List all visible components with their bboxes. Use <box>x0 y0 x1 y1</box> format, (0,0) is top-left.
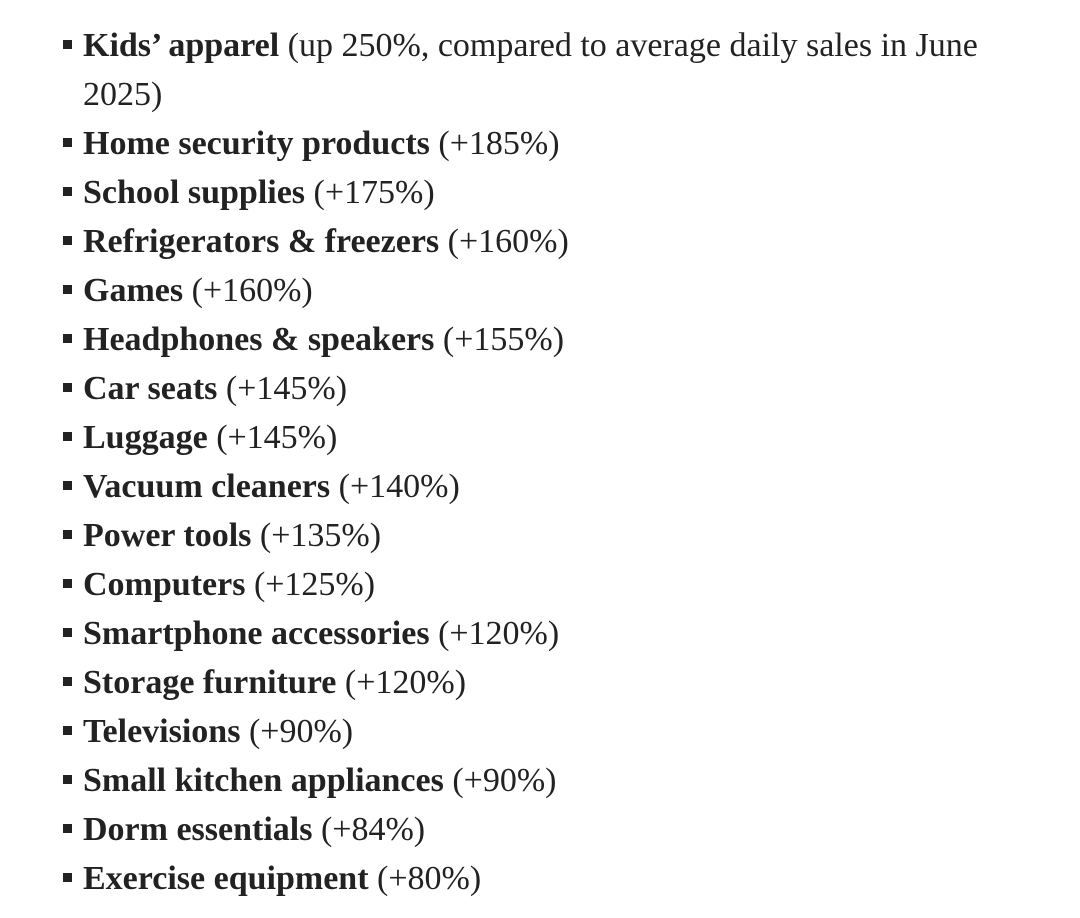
list-item: Storage furniture (+120%) <box>63 658 1050 707</box>
list-item: Kids’ apparel (up 250%, compared to aver… <box>63 21 1050 119</box>
bullet <box>63 824 72 833</box>
bullet <box>63 383 72 392</box>
bullet <box>63 334 72 343</box>
list-item: Vacuum cleaners (+140%) <box>63 462 1050 511</box>
item-name: Kids’ apparel <box>83 27 280 64</box>
list-item: Home security products (+185%) <box>63 119 1050 168</box>
item-name: Smartphone accessories <box>83 615 430 652</box>
list-item: Games (+160%) <box>63 266 1050 315</box>
item-note: (+145%) <box>216 419 338 456</box>
list-item: Headphones & speakers (+155%) <box>63 315 1050 364</box>
bullet <box>63 187 72 196</box>
item-note: (+135%) <box>259 517 382 554</box>
bullet <box>63 530 72 539</box>
item-name: School supplies <box>83 174 306 211</box>
list-item: Small kitchen appliances (+90%) <box>63 756 1050 805</box>
item-note: (+90%) <box>452 762 557 799</box>
item-name: Televisions <box>83 713 241 750</box>
item-name: Storage furniture <box>83 664 337 701</box>
list-item: Refrigerators & freezers (+160%) <box>63 217 1050 266</box>
item-note: (+160%) <box>191 272 313 309</box>
list-item: Car seats (+145%) <box>63 364 1050 413</box>
item-name: Games <box>83 272 184 309</box>
item-note: (+90%) <box>248 713 354 750</box>
bullet <box>63 677 72 686</box>
item-note: (+80%) <box>377 860 482 897</box>
item-note: (+125%) <box>253 566 376 603</box>
item-name: Dorm essentials <box>83 811 313 848</box>
list-item: Exercise equipment (+80%) <box>63 854 1050 903</box>
list-item: Luggage (+145%) <box>63 413 1050 462</box>
bullet <box>63 481 72 490</box>
item-name: Exercise equipment <box>83 860 369 897</box>
item-name: Vacuum cleaners <box>83 468 331 505</box>
item-note: (+140%) <box>338 468 460 505</box>
item-name: Car seats <box>83 370 218 407</box>
item-note: (+145%) <box>225 370 348 407</box>
item-name: Computers <box>83 566 246 603</box>
item-note: (+120%) <box>438 615 560 652</box>
item-note: (+155%) <box>442 321 565 358</box>
bullet <box>63 40 72 49</box>
bullet <box>63 628 72 637</box>
list-item: Power tools (+135%) <box>63 511 1050 560</box>
item-name: Power tools <box>83 517 252 554</box>
item-name: Home security products <box>83 125 430 162</box>
bullet <box>63 873 72 882</box>
item-name: Headphones & speakers <box>83 321 435 358</box>
list-item: Smartphone accessories (+120%) <box>63 609 1050 658</box>
bullet <box>63 432 72 441</box>
item-name: Refrigerators & freezers <box>83 223 440 260</box>
item-note: (+160%) <box>447 223 569 260</box>
bullet <box>63 285 72 294</box>
list-item: Dorm essentials (+84%) <box>63 805 1050 854</box>
list-item: School supplies (+175%) <box>63 168 1050 217</box>
bullet <box>63 138 72 147</box>
list-item: Televisions (+90%) <box>63 707 1050 756</box>
bullet <box>63 775 72 784</box>
bullet <box>63 236 72 245</box>
item-note: (+84%) <box>320 811 426 848</box>
item-note: (+120%) <box>344 664 467 701</box>
item-note: (+175%) <box>313 174 435 211</box>
item-note: (up 250%, compared to average daily sale… <box>83 27 978 113</box>
bullet <box>63 726 72 735</box>
bullet <box>63 579 72 588</box>
item-name: Small kitchen appliances <box>83 762 444 799</box>
item-note: (+185%) <box>438 125 560 162</box>
item-name: Luggage <box>83 419 208 456</box>
list-item: Computers (+125%) <box>63 560 1050 609</box>
